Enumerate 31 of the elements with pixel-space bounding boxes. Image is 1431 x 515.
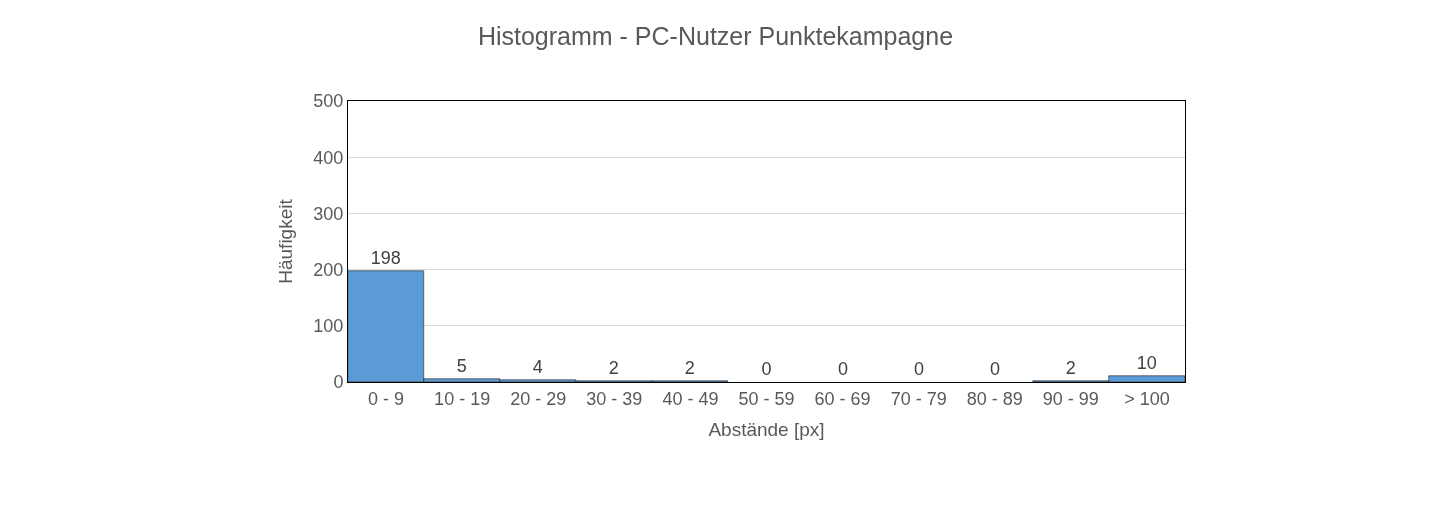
x-tick-label: 30 - 39 (586, 388, 643, 409)
x-tick-label: 10 - 19 (434, 388, 491, 409)
y-tick-label: 100 (313, 316, 344, 337)
data-label: 0 (989, 359, 1001, 379)
x-tick-label: 60 - 69 (814, 388, 871, 409)
data-label: 0 (761, 359, 772, 379)
x-tick-label: 80 - 89 (966, 388, 1023, 409)
data-label: 2 (1065, 357, 1076, 378)
y-tick-label: 200 (313, 259, 344, 280)
x-tick-label: 70 - 79 (890, 388, 947, 409)
data-label: 198 (370, 247, 401, 268)
data-label: 10 (1136, 352, 1157, 373)
data-label: 5 (456, 355, 467, 376)
chart-title: Histogramm - PC-Nutzer Punktekampagne (477, 21, 954, 50)
y-tick-label: 0 (333, 372, 344, 393)
y-axis-title: Häufigkeit (275, 198, 297, 284)
y-tick-label: 300 (313, 203, 344, 224)
x-tick-label: 90 - 99 (1042, 388, 1099, 409)
data-label: 2 (608, 357, 619, 378)
y-tick-label: 500 (313, 91, 344, 112)
data-label: 0 (837, 359, 849, 379)
x-tick-label: 0 - 9 (368, 388, 405, 409)
data-label: 0 (913, 359, 925, 379)
data-label: 4 (532, 356, 543, 377)
x-tick-label: > 100 (1124, 388, 1170, 409)
x-tick-label: 50 - 59 (738, 388, 795, 409)
data-label: 2 (684, 357, 695, 378)
x-axis-title: Abstände [px] (708, 419, 825, 441)
y-tick-label: 400 (313, 147, 344, 168)
x-tick-label: 40 - 49 (662, 388, 719, 409)
x-tick-label: 20 - 29 (510, 388, 567, 409)
